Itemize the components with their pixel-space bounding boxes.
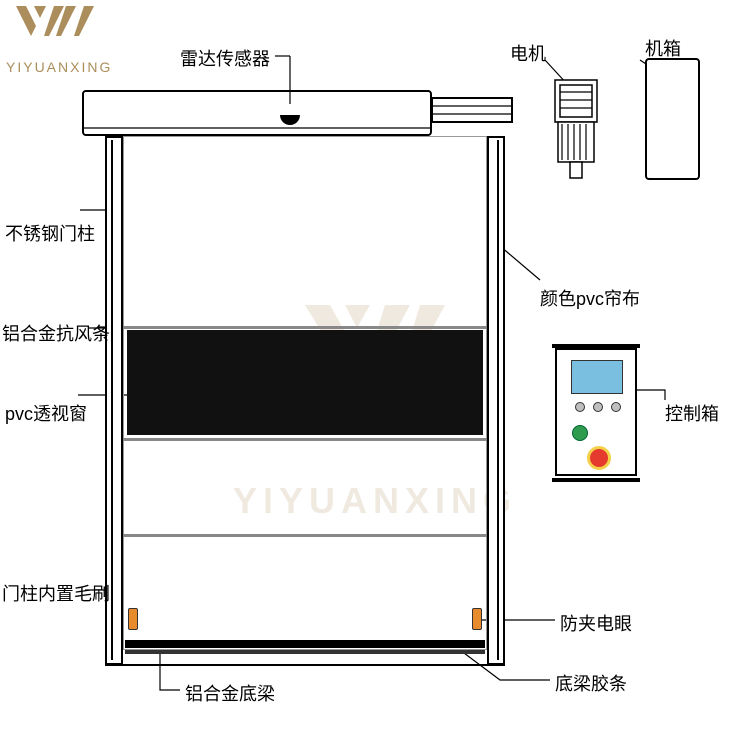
cabinet-box [645,58,700,180]
label-motor: 电机 [510,40,546,66]
motor-icon [555,80,597,178]
label-curtain: 颜色pvc帘布 [540,285,640,311]
safety-eye-left [128,608,138,630]
watermark-logo: YIYUANXING [6,4,116,75]
pillar-inner-line-r [497,140,499,660]
wind-bar-top [123,326,487,329]
control-btn-estop[interactable] [587,446,611,470]
pillar-inner-line [111,140,113,660]
wind-bar-mid [123,438,487,441]
right-pillar [487,136,505,665]
label-bottom-rubber: 底梁胶条 [555,670,627,696]
watermark-text-small: YIYUANXING [6,59,116,75]
label-bottom-beam: 铝合金底梁 [185,680,275,706]
control-box [555,348,637,476]
wind-bar-low [123,534,487,537]
bottom-rubber [125,650,485,654]
pvc-window [127,330,483,435]
label-brush: 门柱内置毛刷 [2,580,110,606]
bottom-beam [125,640,485,648]
control-btn-2[interactable] [593,402,603,412]
control-btn-green[interactable] [572,425,588,441]
label-ctrl: 控制箱 [665,400,719,426]
safety-eye-right [472,608,482,630]
label-windbar: 铝合金抗风条 [2,320,110,346]
label-pillar: 不锈钢门柱 [5,220,95,246]
control-btn-1[interactable] [575,402,585,412]
ctrl-rail-bot [552,478,640,482]
label-window: pvc透视窗 [5,400,87,426]
label-eye: 防夹电眼 [560,610,632,636]
ctrl-rail-top [552,344,640,348]
diagram-canvas: YIYUANXING YIYUANXING [0,0,750,750]
door-header [82,90,432,136]
control-btn-3[interactable] [611,402,621,412]
label-cabinet: 机箱 [645,35,681,61]
control-screen [571,360,623,394]
label-radar: 雷达传感器 [180,45,270,71]
